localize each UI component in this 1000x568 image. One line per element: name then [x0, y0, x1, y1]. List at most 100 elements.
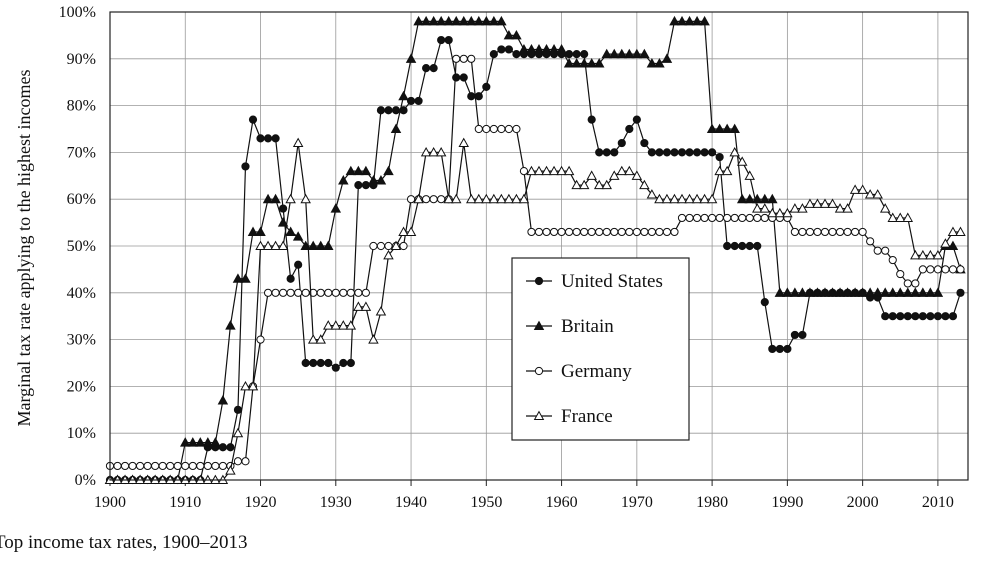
data-point-united-states [467, 92, 476, 101]
data-point-united-states [738, 241, 747, 251]
data-point-france [375, 306, 387, 316]
data-point-britain [533, 44, 545, 54]
data-point-united-states [286, 274, 295, 283]
data-point-united-states [339, 358, 348, 368]
data-point-france [518, 193, 530, 204]
data-point-britain [578, 58, 590, 68]
y-tick-labels: 0% 10% 20% 30% 40% 50% 60% 70% 80% 90% 100% [59, 4, 96, 489]
data-point-germany [339, 288, 348, 297]
data-point-germany [497, 124, 506, 134]
data-point-germany [136, 461, 145, 471]
data-point-france [782, 207, 793, 218]
legend-label-britain: Britain [561, 316, 614, 337]
data-point-britain [180, 437, 191, 447]
data-point-france [752, 203, 763, 213]
data-point-united-states [647, 148, 656, 157]
data-point-britain [277, 217, 289, 227]
data-point-france [895, 212, 906, 222]
data-point-germany [294, 288, 303, 297]
data-point-france [255, 240, 266, 251]
data-point-germany [429, 195, 438, 204]
data-point-united-states [414, 96, 423, 106]
data-point-britain [774, 287, 786, 297]
data-point-france [383, 249, 394, 260]
data-point-france [262, 240, 274, 251]
data-point-britain [368, 175, 379, 185]
data-point-britain [736, 193, 748, 204]
data-point-britain [518, 44, 530, 54]
data-point-france [879, 203, 891, 213]
data-point-germany [316, 288, 325, 297]
y-tick-label: 90% [67, 51, 96, 68]
data-point-united-states [798, 330, 807, 340]
data-point-united-states [241, 162, 250, 171]
data-point-france [834, 203, 846, 213]
data-point-britain [240, 273, 251, 283]
data-point-germany [549, 227, 559, 237]
data-point-britain [292, 231, 304, 241]
data-point-germany [700, 213, 709, 223]
data-point-britain [797, 287, 808, 297]
data-point-germany [956, 265, 965, 274]
data-point-britain [910, 287, 921, 297]
y-tick-label: 10% [67, 425, 96, 442]
data-point-britain [548, 44, 560, 54]
data-point-france [277, 240, 289, 251]
data-point-germany [241, 457, 250, 466]
data-point-united-states [391, 106, 401, 115]
data-point-united-states [692, 148, 702, 157]
data-point-britain [917, 287, 929, 297]
data-point-britain [879, 287, 891, 297]
data-point-germany [723, 213, 732, 223]
data-point-france [481, 193, 492, 204]
data-point-britain [307, 240, 319, 251]
data-point-britain [428, 15, 439, 26]
data-point-france [315, 334, 326, 344]
data-point-france [405, 226, 417, 236]
data-point-britain [834, 287, 846, 297]
data-point-britain [902, 287, 914, 297]
data-point-britain [631, 48, 643, 59]
data-point-france [503, 193, 515, 204]
data-point-germany [647, 227, 656, 237]
data-point-united-states [948, 312, 958, 321]
data-point-britain [706, 123, 718, 134]
data-point-united-states [263, 134, 273, 143]
data-point-united-states [933, 312, 942, 321]
data-point-united-states [354, 181, 363, 190]
data-point-france [330, 320, 342, 330]
data-point-france [910, 249, 921, 260]
x-tick-label: 1920 [245, 494, 277, 511]
data-point-france [609, 170, 620, 180]
data-point-germany [527, 227, 536, 237]
y-tick-label: 30% [67, 332, 96, 349]
data-point-germany [745, 213, 754, 223]
data-point-britain [571, 58, 582, 68]
y-tick-label: 70% [67, 144, 96, 161]
data-point-france [435, 146, 447, 157]
data-point-britain [217, 395, 229, 405]
data-point-germany [903, 279, 912, 288]
data-point-britain [759, 193, 771, 204]
data-point-germany [580, 227, 589, 237]
data-point-france [533, 165, 545, 176]
data-point-britain [624, 48, 635, 59]
data-point-britain [541, 44, 552, 54]
data-point-germany [166, 461, 175, 471]
data-point-germany [534, 227, 544, 237]
data-point-germany [557, 227, 566, 237]
data-point-united-states [587, 115, 596, 124]
legend-label-france: France [561, 406, 613, 427]
data-point-france [601, 179, 612, 190]
data-point-germany [565, 227, 574, 237]
data-point-britain [225, 320, 236, 330]
data-point-germany [346, 288, 355, 297]
legend-marker-germany [534, 366, 544, 376]
data-point-france [511, 193, 522, 204]
data-point-united-states [565, 50, 574, 59]
data-point-france [902, 212, 914, 222]
y-tick-label: 50% [67, 238, 96, 255]
data-point-france [767, 207, 778, 218]
data-point-united-states [256, 134, 265, 143]
legend-marker-britain [533, 320, 545, 331]
